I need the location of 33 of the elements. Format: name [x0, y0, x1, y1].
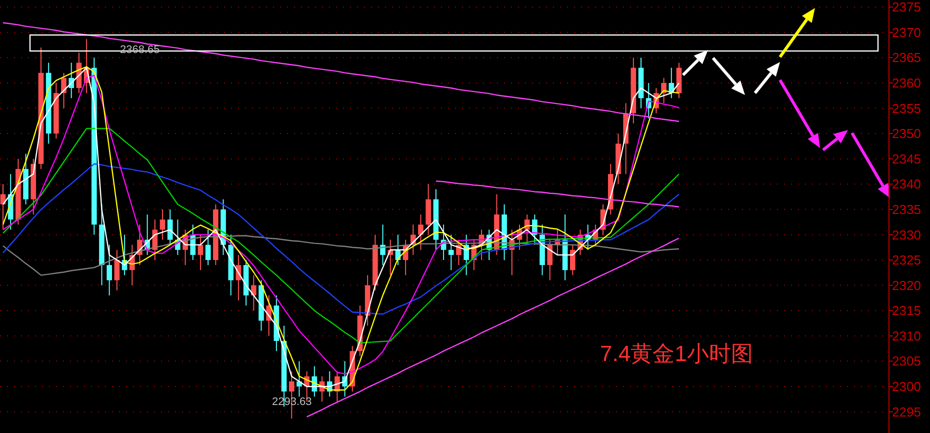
candlestick: [106, 244, 112, 296]
y-tick-label: 2335: [892, 202, 921, 217]
y-tick-label: 2315: [892, 303, 921, 318]
candlestick: [547, 239, 553, 281]
y-tick-label: 2310: [892, 328, 921, 344]
candlestick: [570, 244, 576, 276]
line-series: [2, 128, 680, 344]
candlestick: [160, 208, 166, 240]
candlestick: [250, 274, 256, 312]
y-tick-label: 2365: [892, 50, 921, 66]
candlestick: [198, 234, 204, 271]
line-series: [2, 163, 680, 315]
y-tick-label: 2345: [892, 151, 921, 166]
y-tick-label: 2320: [892, 278, 921, 293]
candlestick: [661, 77, 666, 104]
y-tick-label: 2305: [892, 354, 921, 369]
y-tick-label: 2360: [892, 76, 921, 91]
candlestick: [418, 214, 424, 250]
line-series: [2, 22, 680, 122]
candlestick: [167, 208, 173, 246]
y-tick-label: 2375: [892, 0, 921, 15]
y-tick-label: 2300: [892, 379, 921, 394]
candlestick: [448, 234, 454, 271]
y-tick-label: 2325: [892, 252, 921, 268]
candlestick: [205, 229, 211, 266]
y-tick-label: 2355: [892, 100, 921, 116]
y-tick-label: 2330: [892, 227, 921, 242]
y-tick-label: 2370: [892, 24, 921, 40]
annotation: 7.4黄金1小时图: [600, 341, 753, 366]
y-tick-label: 2350: [892, 126, 921, 142]
y-tick-label: 2295: [892, 404, 921, 420]
line-series: [435, 180, 680, 208]
y-tick-label: 2340: [892, 176, 921, 192]
